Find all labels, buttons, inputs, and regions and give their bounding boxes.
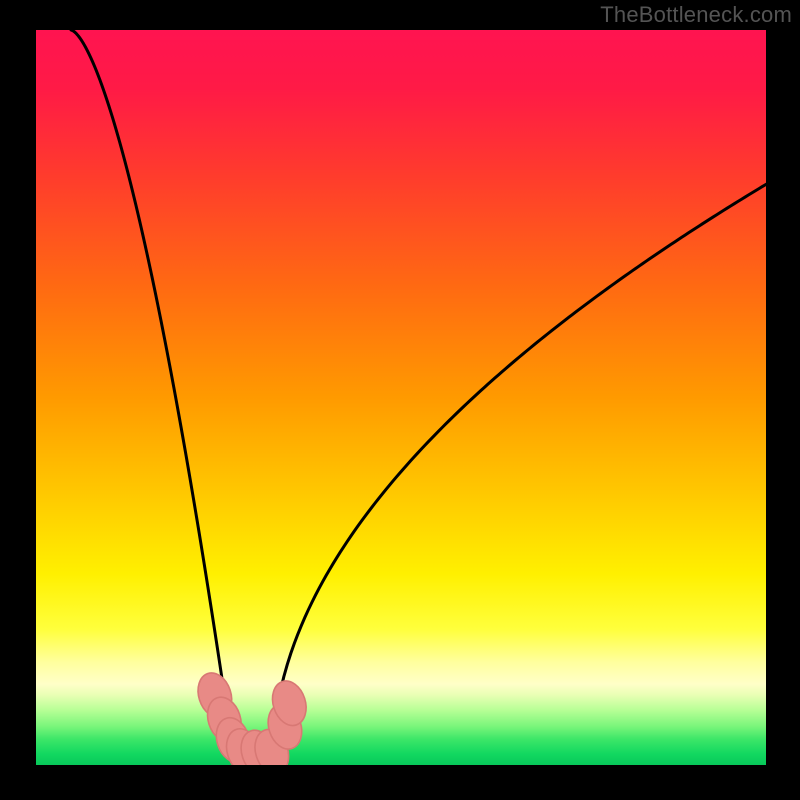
chart-background <box>36 30 766 765</box>
bottleneck-chart <box>36 30 766 765</box>
watermark-label: TheBottleneck.com <box>600 2 792 28</box>
